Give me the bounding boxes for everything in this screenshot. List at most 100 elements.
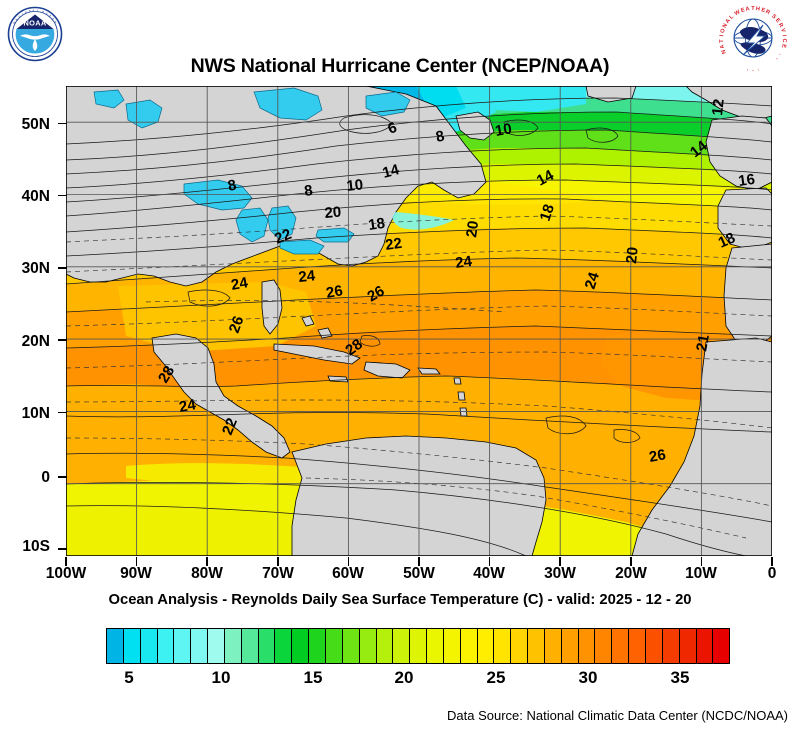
colorbar-cell [224,629,242,663]
y-tick-mark [58,194,67,197]
x-tick-label-70W: 70W [262,565,294,582]
x-tick-label-20W: 20W [615,565,647,582]
land-bahamas-1 [301,315,315,327]
svg-text:20: 20 [324,204,342,222]
svg-text:S: S [770,13,777,20]
colorbar-cell [123,629,141,663]
svg-text:24: 24 [298,267,317,286]
land-west-africa [631,337,772,556]
colorbar-cell [679,629,697,663]
x-tick-label-90W: 90W [120,565,152,582]
colorbar-tick-10: 10 [211,668,231,687]
colorbar-cell [713,629,730,663]
svg-text:22: 22 [219,416,241,438]
svg-text:A: A [725,18,732,25]
colorbar-cell [275,629,293,663]
land-hispaniola [363,361,411,379]
land-central-america [151,333,291,459]
svg-text:18: 18 [716,229,738,251]
colorbar-cell [443,629,461,663]
x-tick-label-10W: 10W [685,565,717,582]
colorbar-cell [309,629,326,663]
x-tick-label-0: 0 [767,565,777,582]
x-tick-mark [771,557,773,566]
land-newfoundland [455,111,495,141]
colorbar-cell [662,629,680,663]
svg-text:L: L [37,10,39,12]
colorbar-cell [342,629,360,663]
data-source-credit: Data Source: National Climatic Data Cent… [447,708,788,723]
x-tick-mark [700,557,703,566]
x-tick-mark [65,557,67,566]
svg-text:A: A [51,17,55,20]
sst-band-18 [66,148,772,202]
svg-text:10: 10 [346,176,364,195]
svg-text:.: . [777,52,783,57]
svg-text:I: I [781,34,787,37]
svg-text:26: 26 [648,446,667,466]
svg-text:N: N [29,10,31,12]
colorbar[interactable] [106,628,730,664]
svg-text:C: C [45,13,48,16]
colorbar-cell [477,629,495,663]
colorbar-cell [325,629,343,663]
land-puerto-rico [417,367,441,375]
x-tick-label-80W: 80W [191,565,223,582]
svg-text:E: E [780,44,787,49]
svg-text:8: 8 [434,128,446,146]
svg-text:O: O [42,11,45,14]
svg-text:24: 24 [454,253,474,272]
svg-text:NOAA: NOAA [24,19,47,28]
svg-text:21: 21 [693,333,713,352]
y-tick-mark [58,476,67,478]
svg-text:C: C [781,38,787,42]
map-gridlines [66,86,772,556]
svg-text:14: 14 [381,161,402,182]
colorbar-cell [561,629,579,663]
x-tick-label-30W: 30W [544,565,576,582]
colorbar-cell [359,629,377,663]
contour-lines [66,97,772,556]
land-jamaica [327,375,349,383]
svg-text:I: I [719,34,725,37]
x-tick-label-50W: 50W [403,565,435,582]
svg-text:18: 18 [537,202,558,223]
land-antilles-1 [453,377,462,385]
colorbar-tick-20: 20 [394,668,414,687]
colorbar-cell [107,629,124,663]
y-tick-label-0: 0 [41,469,50,486]
y-tick-mark [58,339,67,341]
y-tick-label-30N: 30N [21,260,50,277]
colorbar-cell [460,629,478,663]
colorbar-cell [174,629,192,663]
svg-text:E: E [774,18,781,25]
svg-text:N: N [13,22,16,25]
lake-great-slave [93,89,125,109]
svg-text:E: E [760,7,766,14]
svg-text:O: O [720,27,727,34]
svg-text:A: A [33,9,35,12]
colorbar-strip[interactable] [106,628,730,664]
x-tick-label-100W: 100W [45,565,87,582]
svg-text:8: 8 [226,177,238,195]
colorbar-cell [427,629,444,663]
svg-text:A: A [745,6,750,13]
y-tick-mark [58,122,67,125]
land-cuba [273,343,361,365]
x-tick-mark [277,557,279,566]
y-tick-mark [58,411,67,414]
svg-text:20: 20 [463,220,482,239]
x-tick-mark [418,557,420,566]
svg-text:22: 22 [384,235,403,254]
colorbar-cell [191,629,209,663]
sst-band-20 [66,164,772,216]
svg-text:.: . [752,68,754,74]
svg-text:10: 10 [494,120,513,140]
colorbar-cell [595,629,613,663]
colorbar-cell [578,629,596,663]
y-tick-label-10S: 10S [22,538,50,555]
sst-map-plot[interactable]: 6 8 8 10 10 8 12 14 14 14 16 18 18 18 20… [66,86,772,556]
colorbar-cell [528,629,545,663]
svg-text:.: . [774,57,780,62]
